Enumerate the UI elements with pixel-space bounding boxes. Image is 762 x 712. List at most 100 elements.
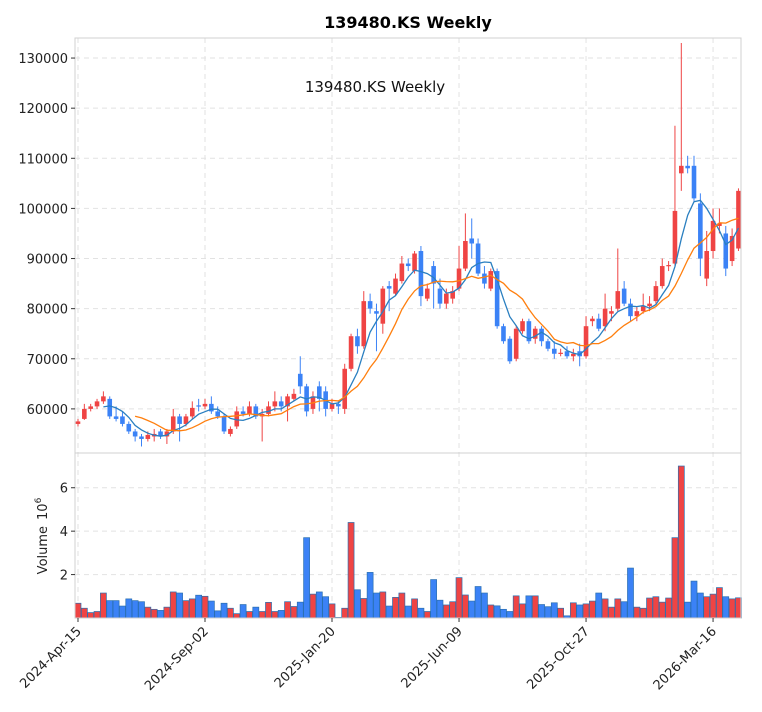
volume-panel-frame	[74, 452, 742, 619]
candle-body	[685, 165, 690, 169]
volume-bar	[430, 579, 437, 619]
candle-body	[329, 403, 335, 409]
volume-bar	[538, 604, 545, 619]
candle-body	[120, 416, 125, 424]
price-tick-label: 80000	[27, 303, 68, 318]
candle-body	[710, 220, 716, 252]
volume-bar	[411, 598, 418, 619]
candle-body	[221, 416, 227, 432]
volume-bar	[474, 586, 482, 619]
date-tick-label: 2026-Mar-16	[651, 624, 720, 693]
volume-bar	[506, 611, 514, 619]
candle-body	[75, 421, 81, 424]
candle-body	[501, 326, 506, 342]
candle-body	[513, 328, 519, 359]
candle-body	[386, 286, 392, 289]
candle-body	[158, 431, 163, 437]
volume-bar	[404, 605, 412, 619]
price-tick-label: 70000	[27, 353, 68, 368]
candle-body	[615, 291, 621, 309]
volume-bar	[493, 605, 501, 619]
volume-bar	[93, 611, 101, 619]
volume-bar	[595, 592, 603, 619]
candle-body	[424, 288, 430, 299]
candle-body	[628, 303, 633, 317]
candle-body	[520, 321, 525, 332]
volume-bar	[627, 567, 634, 619]
candle-body	[723, 233, 729, 269]
volume-bar	[277, 610, 285, 619]
volume-bar	[131, 600, 139, 619]
volume-tick-label: 2	[60, 569, 68, 584]
candle-body	[177, 416, 182, 424]
candle-body	[475, 243, 481, 274]
volume-bar	[639, 607, 647, 619]
volume-bar	[582, 603, 590, 619]
price-tick-label: 60000	[27, 403, 68, 418]
candle-body	[653, 286, 659, 302]
volume-bar	[163, 606, 171, 619]
candle-body	[126, 423, 132, 432]
volume-bar	[233, 613, 241, 619]
candle-body	[240, 411, 246, 414]
candle-body	[640, 306, 646, 312]
candle-body	[564, 351, 570, 357]
volume-unit-exponent: 6	[34, 497, 44, 503]
candle-body	[380, 288, 386, 324]
grid-lines	[75, 38, 741, 618]
volume-bars	[74, 465, 742, 619]
candle-body	[590, 318, 595, 322]
volume-bar	[709, 593, 717, 619]
volume-bar	[271, 611, 279, 619]
volume-bar	[188, 598, 196, 619]
candle-body	[266, 406, 271, 414]
candle-body	[336, 403, 341, 407]
volume-bar	[258, 611, 266, 619]
volume-bar	[423, 611, 431, 619]
volume-bar	[512, 595, 520, 619]
volume-bar	[252, 606, 260, 619]
candle-body	[342, 368, 348, 409]
volume-bar	[125, 598, 133, 619]
date-tick-label: 2025-Jun-09	[399, 624, 466, 691]
volume-bar	[525, 595, 533, 619]
volume-bar	[703, 596, 711, 619]
price-tick-label: 90000	[27, 253, 68, 268]
candle-body	[736, 190, 741, 249]
volume-bar	[112, 600, 120, 619]
candle-body	[412, 253, 417, 272]
volume-bar	[366, 572, 374, 619]
candle-body	[361, 301, 367, 347]
volume-bar	[462, 594, 469, 619]
candle-body	[183, 416, 189, 424]
candle-body	[609, 311, 614, 314]
volume-bar	[80, 607, 88, 619]
candle-body	[571, 353, 576, 357]
candle-body	[101, 396, 106, 402]
date-tick-label: 2024-Apr-15	[17, 624, 84, 691]
volume-bar	[658, 601, 666, 619]
volume-bar	[500, 608, 507, 619]
candle-body	[456, 268, 462, 289]
volume-bar	[487, 604, 495, 619]
candle-body	[145, 434, 151, 439]
candle-body	[729, 235, 735, 262]
volume-bar	[576, 604, 584, 619]
candle-body	[107, 398, 113, 417]
candle-body	[317, 386, 322, 399]
date-tick-label: 2024-Sep-02	[142, 624, 212, 694]
volume-bar	[468, 600, 476, 619]
volume-bar	[169, 591, 177, 619]
candle-body	[507, 338, 513, 362]
candle-body	[551, 348, 557, 354]
volume-bar	[182, 600, 190, 619]
volume-bar	[690, 580, 698, 619]
volume-bar	[442, 604, 450, 619]
volume-bar	[106, 600, 114, 619]
volume-bar	[195, 594, 202, 619]
candle-body	[444, 293, 449, 304]
volume-bar	[201, 595, 209, 619]
candles	[75, 43, 741, 447]
ma-10-line	[134, 217, 739, 432]
